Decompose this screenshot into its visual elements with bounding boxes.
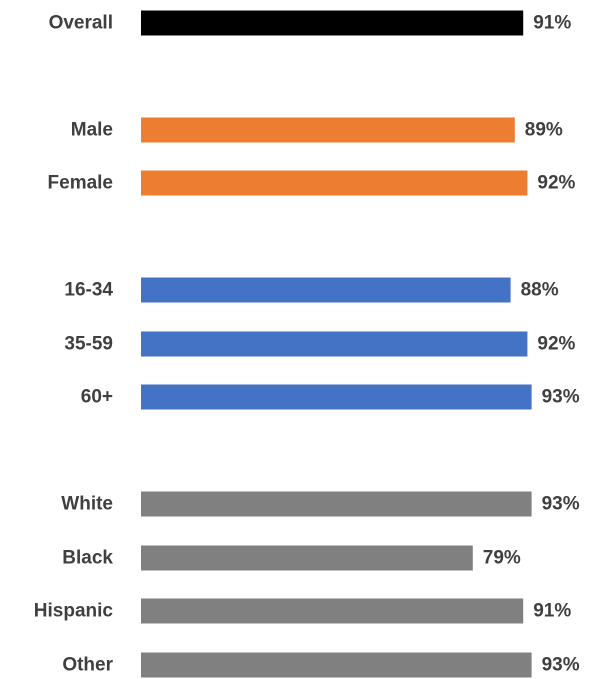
bar-16-34	[141, 277, 511, 303]
bar-black	[141, 545, 473, 571]
bar-female	[141, 170, 528, 196]
value-label-16-34: 88%	[521, 280, 559, 301]
category-label-black: Black	[62, 548, 113, 569]
bar-white	[141, 491, 532, 517]
category-label-other: Other	[62, 655, 113, 676]
bar-hispanic	[141, 598, 524, 624]
category-label-60-: 60+	[81, 387, 113, 408]
category-label-male: Male	[71, 120, 113, 141]
value-label-35-59: 92%	[537, 334, 575, 355]
bar-male	[141, 117, 515, 143]
value-label-black: 79%	[483, 548, 521, 569]
bars-layer	[141, 10, 532, 678]
value-label-female: 92%	[537, 173, 575, 194]
value-label-white: 93%	[542, 494, 580, 515]
category-label-white: White	[61, 494, 113, 515]
value-label-other: 93%	[542, 655, 580, 676]
category-label-hispanic: Hispanic	[34, 601, 114, 622]
category-label-16-34: 16-34	[64, 280, 113, 301]
category-labels-layer: Overall Male Female 16-34 35-59 60+ White Black…	[34, 13, 114, 676]
category-label-35-59: 35-59	[64, 334, 113, 355]
category-label-female: Female	[48, 173, 113, 194]
value-labels-layer: 91% 89% 92% 88% 92% 93% 93% 79% 91% 93%	[483, 13, 580, 676]
value-label-overall: 91%	[533, 13, 571, 34]
value-label-60-: 93%	[542, 387, 580, 408]
bar-60-	[141, 384, 532, 410]
value-label-hispanic: 91%	[533, 601, 571, 622]
value-label-male: 89%	[525, 120, 563, 141]
category-label-overall: Overall	[49, 13, 113, 34]
bar-other	[141, 652, 532, 678]
bar-35-59	[141, 331, 528, 357]
bar-overall	[141, 10, 524, 36]
